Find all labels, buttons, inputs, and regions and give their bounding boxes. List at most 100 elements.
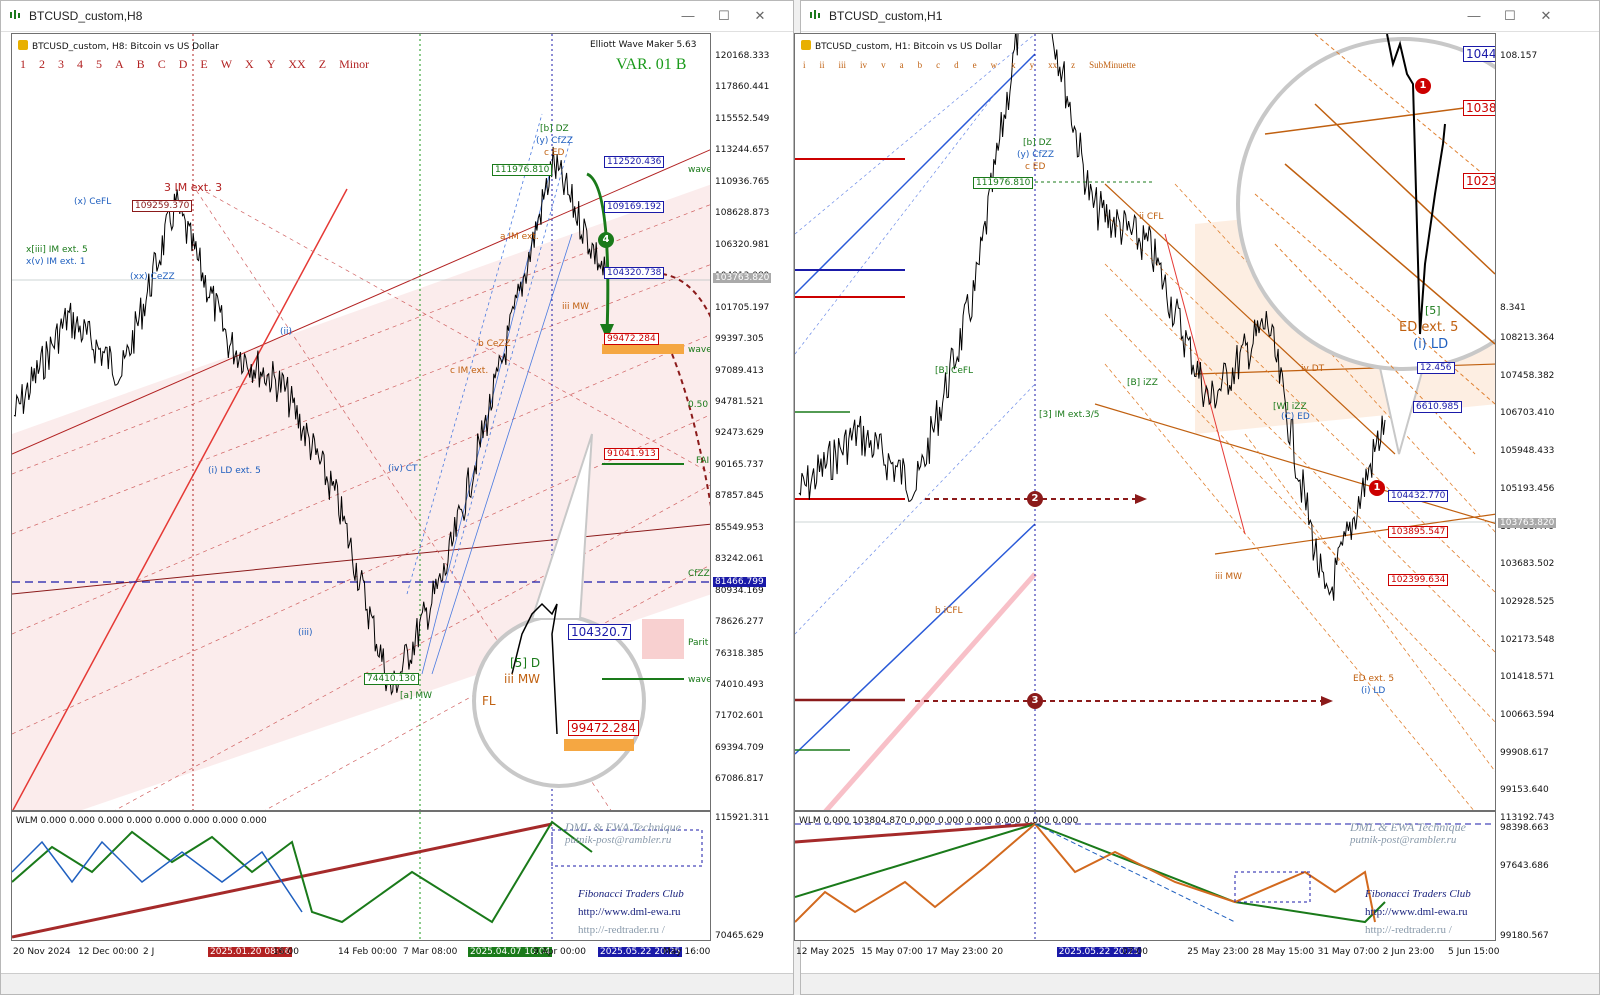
wave-degree-item[interactable]: D <box>178 57 188 71</box>
wave-degree-selector[interactable]: i ii iii iv v a b c d e w x y xx z SubMinuette <box>803 60 1150 70</box>
parity-zone <box>642 619 684 659</box>
wave-degree-item[interactable]: 3 <box>58 57 64 71</box>
wave-degree-selector[interactable]: 1 2 3 4 5 A B C D E W X Y XX Z Minor <box>20 57 382 72</box>
close-button[interactable]: ✕ <box>754 8 766 23</box>
left-status-bar <box>1 973 793 994</box>
axis-tick: 99180.567 <box>1500 931 1549 941</box>
wave-degree-item[interactable]: i <box>803 60 806 70</box>
time-axis-tick: 12 May 2025 <box>796 947 855 957</box>
price-axis-tick: 87857.845 <box>715 491 764 502</box>
right-main-chart[interactable]: BTCUSD_custom, H1: Bitcoin vs US Dollar … <box>794 33 1496 811</box>
minimize-button[interactable]: — <box>1467 8 1481 23</box>
wave-degree-item[interactable]: C <box>157 57 166 71</box>
wave-degree-item[interactable]: A <box>115 57 124 71</box>
wave-degree-item[interactable]: Y <box>266 57 276 71</box>
left-title-bar[interactable]: BTCUSD_custom,H8 — ☐ ✕ <box>1 1 793 32</box>
wave-label: c ED <box>1025 162 1046 172</box>
price-axis-tick: 113244.657 <box>715 145 770 156</box>
price-tag: 104432.770 <box>1388 490 1449 502</box>
credit-url[interactable]: http://-redtrader.ru / <box>1365 924 1452 936</box>
wave-label: [3] IM ext.3/5 <box>1039 410 1100 420</box>
wave-degree-item[interactable]: y <box>1029 60 1035 70</box>
time-axis-tick: 2025.05.22 20:25 <box>598 947 683 957</box>
wave-degree-item[interactable]: c <box>936 60 941 70</box>
wave-degree-item[interactable]: xx <box>1048 60 1058 70</box>
wave-degree-item[interactable]: x <box>1011 60 1016 70</box>
price-axis-tick: 71702.601 <box>715 711 764 722</box>
credit-url[interactable]: http://www.dml-ewa.ru <box>578 906 681 918</box>
price-axis-tick: 108213.364 <box>1500 333 1555 343</box>
close-button[interactable]: ✕ <box>1540 8 1552 23</box>
wave-degree-item[interactable]: z <box>1071 60 1076 70</box>
level-label: wave <box>688 345 711 355</box>
time-axis-tick: 28 May 15:00 <box>1252 947 1315 957</box>
axis-tick: 115921.311 <box>715 813 770 823</box>
price-axis-tick: 105193.456 <box>1500 483 1555 494</box>
wave-degree-item[interactable]: Z <box>318 57 327 71</box>
zoom-pointer <box>530 433 593 620</box>
wave-degree-item[interactable]: E <box>200 57 208 71</box>
wave-degree-item[interactable]: B <box>136 57 145 71</box>
wave-degree-item[interactable]: 5 <box>96 57 102 71</box>
right-title-bar[interactable]: BTCUSD_custom,H1 — ☐ ✕ <box>801 1 1599 32</box>
price-axis-tick: 101705.197 <box>715 302 770 313</box>
minimize-button[interactable]: — <box>681 8 695 23</box>
wave-degree-item[interactable]: b <box>917 60 923 70</box>
level-label: wave <box>688 165 711 175</box>
price-axis-tick: 117860.441 <box>715 82 770 93</box>
wlm-line-blue <box>12 840 303 913</box>
wave-label: b iCFL <box>935 606 963 616</box>
price-axis-tick: 80934.169 <box>715 585 764 596</box>
left-main-chart[interactable]: BTCUSD_custom, H8: Bitcoin vs US Dollar … <box>11 33 711 811</box>
price-axis-tick: 97089.413 <box>715 365 764 376</box>
maximize-button[interactable]: ☐ <box>718 8 730 23</box>
wave-degree-item[interactable]: XX <box>288 57 306 71</box>
zoom-price-tag: 103895.547 <box>1463 100 1495 116</box>
wave-degree-item[interactable]: 4 <box>77 57 83 71</box>
step-badge: 1 <box>1415 78 1431 94</box>
zoom-orange-lines <box>1264 103 1495 345</box>
blue-channel <box>795 34 1036 635</box>
wave-degree-item[interactable]: d <box>954 60 959 70</box>
right-chart-window[interactable]: BTCUSD_custom,H1 — ☐ ✕ <box>794 0 1600 995</box>
time-axis-tick: 2 J <box>143 947 155 957</box>
time-axis-tick: 17 May 23:00 <box>926 947 989 957</box>
time-axis-tick: 2025.01.20 08:56 <box>208 947 293 957</box>
credit-url[interactable]: http://-redtrader.ru / <box>578 924 665 936</box>
wave-degree-item[interactable]: a <box>899 60 904 70</box>
level-price-label: 81466.799 <box>713 577 766 587</box>
wave-degree-item[interactable]: 1 <box>20 57 26 71</box>
wave-degree-item[interactable]: w <box>990 60 998 70</box>
wave-label: [B] CeFL <box>935 366 974 376</box>
wave-degree-item[interactable]: ii <box>819 60 825 70</box>
axis-tick: 113192.743 <box>1500 813 1555 823</box>
price-axis-tick: 8.341 <box>1500 303 1526 313</box>
zoom-price-tag: 104432. <box>1463 46 1495 62</box>
price-series <box>798 34 1386 601</box>
chart-window-icon <box>10 10 20 19</box>
credit-url[interactable]: http://www.dml-ewa.ru <box>1365 906 1468 918</box>
right-oscillator-panel[interactable]: WLM 0.000 103804.870 0.000 0.000 0.000 0… <box>794 811 1496 941</box>
wave-degree-item[interactable]: iii <box>838 60 847 70</box>
wave-degree-item[interactable]: iv <box>860 60 868 70</box>
left-oscillator-panel[interactable]: WLM 0.000 0.000 0.000 0.000 0.000 0.000 … <box>11 811 711 941</box>
zoom-wave-label: [5] D <box>510 656 541 670</box>
wave-degree-item[interactable]: Minor <box>339 57 370 71</box>
wave-degree-item[interactable]: e <box>972 60 977 70</box>
price-tag: 99472.284 <box>604 333 659 345</box>
wave-degree-item[interactable]: SubMinuette <box>1089 60 1136 70</box>
zoom-wave-label: [5] <box>1425 304 1441 317</box>
wave-degree-item[interactable]: v <box>881 60 886 70</box>
maximize-button[interactable]: ☐ <box>1504 8 1516 23</box>
level-label: Parit <box>688 638 709 648</box>
wave-degree-item[interactable]: 2 <box>39 57 45 71</box>
level-label: wave <box>688 675 711 685</box>
wave-degree-item[interactable]: W <box>220 57 233 71</box>
credit-title: DML & EWA Technique <box>1350 820 1466 834</box>
price-axis-tick: 99153.640 <box>1500 785 1549 796</box>
right-window-title: BTCUSD_custom,H1 <box>829 9 943 23</box>
zoom-price-tag: 99472.284 <box>568 720 639 736</box>
price-axis-tick: 110936.765 <box>715 176 770 187</box>
wave-degree-item[interactable]: X <box>245 57 254 71</box>
left-chart-window[interactable]: BTCUSD_custom,H8 — ☐ ✕ <box>0 0 794 995</box>
